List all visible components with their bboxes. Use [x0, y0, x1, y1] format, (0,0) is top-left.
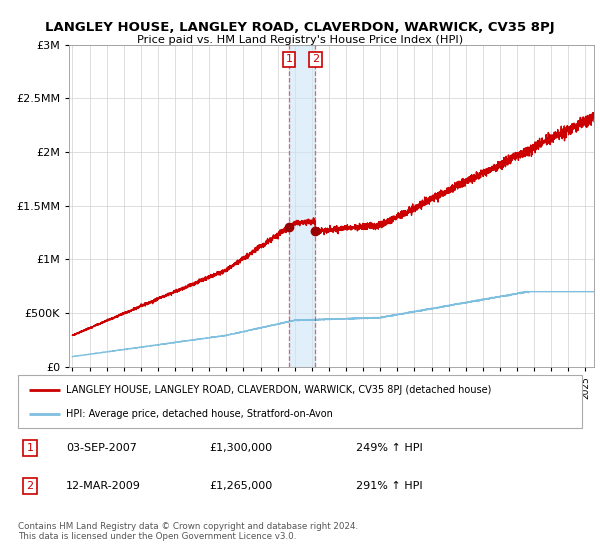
- Text: Price paid vs. HM Land Registry's House Price Index (HPI): Price paid vs. HM Land Registry's House …: [137, 35, 463, 45]
- Text: 1: 1: [26, 443, 34, 453]
- FancyBboxPatch shape: [18, 375, 582, 428]
- Text: 1: 1: [286, 54, 293, 64]
- Text: Contains HM Land Registry data © Crown copyright and database right 2024.
This d: Contains HM Land Registry data © Crown c…: [18, 522, 358, 542]
- Bar: [289, 45, 315, 367]
- Text: £1,300,000: £1,300,000: [210, 443, 273, 453]
- Text: LANGLEY HOUSE, LANGLEY ROAD, CLAVERDON, WARWICK, CV35 8PJ: LANGLEY HOUSE, LANGLEY ROAD, CLAVERDON, …: [45, 21, 555, 34]
- Text: 249% ↑ HPI: 249% ↑ HPI: [356, 443, 423, 453]
- Text: 2: 2: [311, 54, 319, 64]
- Text: 291% ↑ HPI: 291% ↑ HPI: [356, 480, 423, 491]
- Text: 03-SEP-2007: 03-SEP-2007: [66, 443, 137, 453]
- Text: 12-MAR-2009: 12-MAR-2009: [66, 480, 141, 491]
- Text: 2: 2: [26, 480, 34, 491]
- Text: £1,265,000: £1,265,000: [210, 480, 273, 491]
- Text: HPI: Average price, detached house, Stratford-on-Avon: HPI: Average price, detached house, Stra…: [66, 409, 333, 419]
- Text: LANGLEY HOUSE, LANGLEY ROAD, CLAVERDON, WARWICK, CV35 8PJ (detached house): LANGLEY HOUSE, LANGLEY ROAD, CLAVERDON, …: [66, 385, 491, 395]
